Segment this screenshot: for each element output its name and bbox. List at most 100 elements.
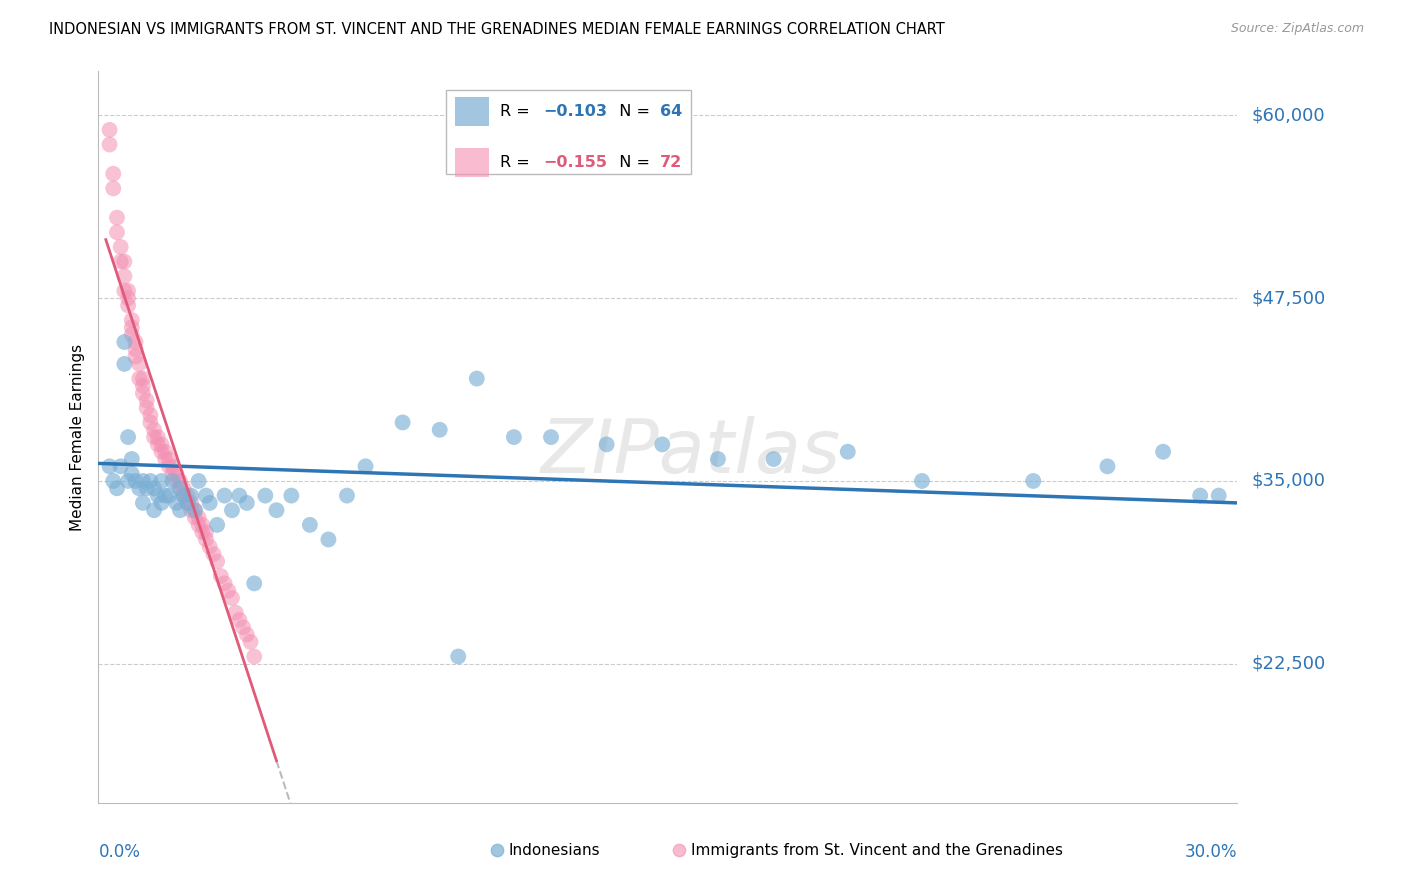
Point — [911, 474, 934, 488]
Point — [165, 496, 187, 510]
Text: $35,000: $35,000 — [1251, 472, 1326, 490]
Bar — [446, 90, 690, 174]
Point — [837, 444, 859, 458]
Point — [195, 489, 218, 503]
Point — [243, 576, 266, 591]
Point — [1208, 489, 1230, 503]
Point — [105, 225, 128, 239]
Point — [157, 489, 180, 503]
Point — [354, 459, 377, 474]
Point — [124, 350, 146, 364]
Point — [112, 334, 135, 349]
Point — [117, 474, 139, 488]
Point — [128, 371, 150, 385]
Point — [103, 167, 125, 181]
Point — [150, 444, 173, 458]
Point — [228, 613, 250, 627]
Point — [298, 517, 321, 532]
Point — [236, 627, 259, 641]
Point — [112, 254, 135, 268]
Point — [1189, 489, 1212, 503]
Point — [117, 291, 139, 305]
Point — [132, 371, 155, 385]
Point — [110, 254, 132, 268]
Point — [447, 649, 470, 664]
Point — [132, 379, 155, 393]
Point — [110, 459, 132, 474]
Point — [132, 474, 155, 488]
Point — [465, 371, 488, 385]
Point — [150, 496, 173, 510]
Point — [112, 284, 135, 298]
Point — [195, 533, 218, 547]
Point — [117, 298, 139, 312]
Point — [540, 430, 562, 444]
Point — [176, 489, 198, 503]
Point — [165, 474, 187, 488]
Point — [165, 467, 187, 481]
Point — [336, 489, 359, 503]
Point — [169, 474, 191, 488]
Point — [143, 423, 166, 437]
Point — [184, 503, 207, 517]
Point — [153, 444, 176, 458]
Point — [135, 481, 157, 495]
Point — [198, 540, 221, 554]
Point — [143, 503, 166, 517]
Point — [169, 481, 191, 495]
Point — [236, 496, 259, 510]
Point — [121, 467, 143, 481]
Point — [762, 452, 785, 467]
Point — [205, 517, 228, 532]
Point — [124, 334, 146, 349]
Text: N =: N = — [609, 104, 655, 120]
Point — [117, 430, 139, 444]
Point — [651, 437, 673, 451]
Point — [239, 635, 262, 649]
Text: R =: R = — [501, 104, 536, 120]
Point — [139, 474, 162, 488]
Point — [176, 496, 198, 510]
Point — [103, 181, 125, 195]
Point — [191, 517, 214, 532]
Point — [202, 547, 225, 561]
Point — [707, 452, 730, 467]
Text: ZIPatlas: ZIPatlas — [540, 416, 841, 488]
Point — [117, 284, 139, 298]
Point — [121, 452, 143, 467]
Point — [139, 408, 162, 422]
Text: 64: 64 — [659, 104, 682, 120]
Point — [187, 510, 209, 524]
Point — [105, 481, 128, 495]
Point — [157, 452, 180, 467]
Point — [128, 481, 150, 495]
Text: Source: ZipAtlas.com: Source: ZipAtlas.com — [1230, 22, 1364, 36]
Point — [121, 313, 143, 327]
Point — [280, 489, 302, 503]
Point — [254, 489, 277, 503]
Point — [232, 620, 254, 634]
Point — [173, 489, 195, 503]
Point — [162, 467, 184, 481]
Point — [98, 123, 121, 137]
Point — [1152, 444, 1174, 458]
Point — [1097, 459, 1119, 474]
Text: N =: N = — [609, 155, 655, 170]
Point — [110, 240, 132, 254]
Point — [214, 576, 236, 591]
Text: Indonesians: Indonesians — [509, 843, 600, 858]
Point — [150, 474, 173, 488]
Point — [209, 569, 232, 583]
Point — [105, 211, 128, 225]
Text: $60,000: $60,000 — [1251, 106, 1324, 124]
Point — [195, 525, 218, 540]
Point — [191, 525, 214, 540]
Point — [124, 474, 146, 488]
Point — [139, 416, 162, 430]
Point — [184, 503, 207, 517]
Point — [503, 430, 526, 444]
Point — [180, 489, 202, 503]
Point — [150, 437, 173, 451]
Text: R =: R = — [501, 155, 536, 170]
Point — [98, 459, 121, 474]
